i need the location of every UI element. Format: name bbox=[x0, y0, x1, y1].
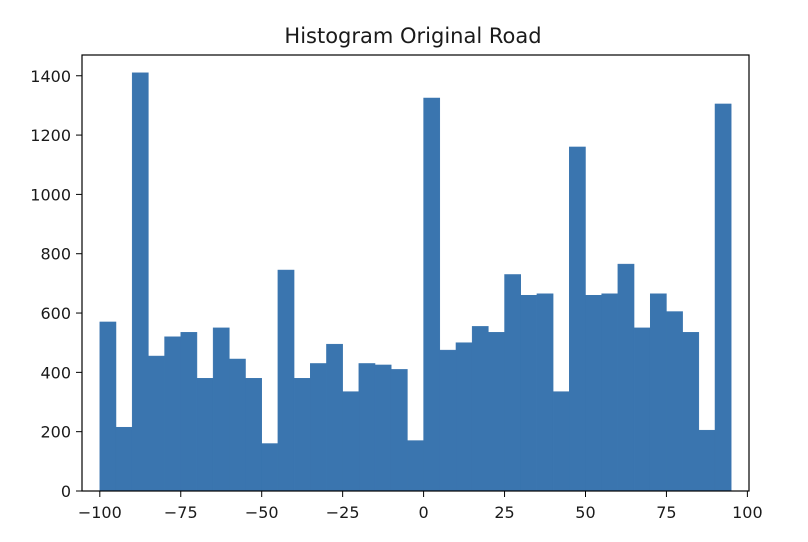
histogram-bar bbox=[310, 363, 327, 492]
x-tick-label: −50 bbox=[245, 503, 279, 522]
x-tick-label: 0 bbox=[419, 503, 429, 522]
y-tick-label: 800 bbox=[40, 245, 71, 264]
bars-group bbox=[99, 72, 732, 492]
x-axis-ticks: −100 −75 −50 −25 0 25 50 75 100 bbox=[78, 491, 763, 522]
y-tick-label: 400 bbox=[40, 363, 71, 382]
histogram-bar bbox=[229, 358, 246, 492]
axes-frame bbox=[81, 54, 750, 492]
histogram-bar bbox=[714, 103, 732, 492]
histogram-bar bbox=[196, 378, 214, 492]
histogram-bar bbox=[504, 274, 521, 492]
y-tick-label: 200 bbox=[40, 423, 71, 442]
x-tick-label: 100 bbox=[732, 503, 763, 522]
y-tick-label: 600 bbox=[40, 304, 71, 323]
histogram-bar bbox=[585, 294, 602, 492]
y-tick-label: 1400 bbox=[30, 67, 71, 86]
y-tick-label: 1000 bbox=[30, 185, 71, 204]
x-tick-label: 25 bbox=[494, 503, 514, 522]
x-tick-label: −75 bbox=[164, 503, 198, 522]
histogram-bar bbox=[164, 336, 182, 492]
y-tick-label: 0 bbox=[61, 482, 71, 501]
histogram-bar bbox=[488, 332, 505, 492]
histogram-bar bbox=[536, 293, 554, 492]
histogram-bar bbox=[520, 294, 538, 492]
histogram-bar bbox=[245, 378, 262, 492]
x-tick-label: 75 bbox=[656, 503, 676, 522]
chart-title: Histogram Original Road bbox=[284, 24, 541, 48]
histogram-bar bbox=[633, 327, 651, 492]
histogram-bar bbox=[407, 440, 424, 492]
histogram-bar bbox=[131, 72, 149, 492]
histogram-bar bbox=[374, 364, 392, 492]
histogram-bar bbox=[698, 429, 716, 492]
histogram-bar bbox=[617, 263, 635, 492]
histogram-bar bbox=[682, 332, 700, 492]
histogram-bar bbox=[569, 146, 586, 492]
histogram-bar bbox=[649, 293, 667, 492]
histogram-bar bbox=[423, 97, 441, 492]
histogram-bar bbox=[261, 443, 279, 492]
histogram-bar bbox=[666, 311, 683, 492]
histogram-bar bbox=[358, 363, 376, 492]
x-tick-label: 50 bbox=[575, 503, 595, 522]
x-tick-label: −100 bbox=[78, 503, 122, 522]
histogram-bar bbox=[439, 349, 457, 492]
histogram-bar bbox=[601, 293, 619, 492]
histogram-bar bbox=[455, 342, 473, 492]
histogram-bar bbox=[180, 332, 198, 492]
histogram-bar bbox=[293, 378, 311, 492]
histogram-bar bbox=[471, 326, 489, 492]
histogram-bar bbox=[390, 369, 408, 492]
y-tick-label: 1200 bbox=[30, 126, 71, 145]
histogram-bar bbox=[552, 391, 570, 492]
histogram-bar bbox=[212, 327, 230, 492]
y-axis-ticks: 0 200 400 600 800 1000 1200 1400 bbox=[30, 67, 82, 501]
x-tick-label: −25 bbox=[326, 503, 360, 522]
histogram-bar bbox=[148, 355, 165, 492]
histogram-bar bbox=[277, 269, 295, 492]
histogram-bar bbox=[342, 391, 360, 492]
histogram-bar bbox=[115, 426, 133, 492]
histogram-bar bbox=[326, 343, 343, 492]
histogram-bar bbox=[99, 321, 117, 492]
